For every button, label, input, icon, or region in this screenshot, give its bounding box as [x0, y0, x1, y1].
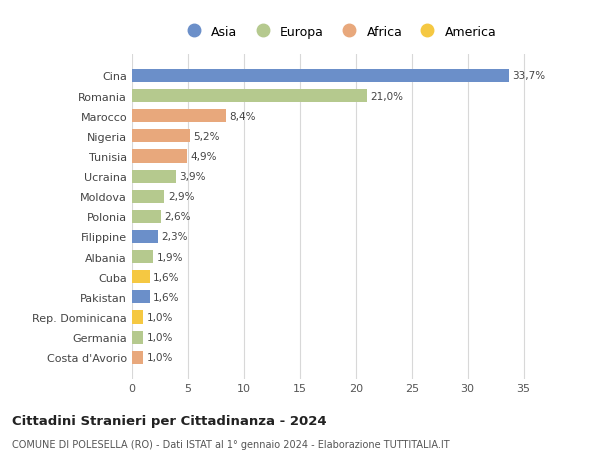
- Bar: [132, 351, 143, 364]
- Bar: [132, 110, 226, 123]
- Text: 21,0%: 21,0%: [370, 91, 403, 101]
- Text: 2,6%: 2,6%: [164, 212, 191, 222]
- Text: COMUNE DI POLESELLA (RO) - Dati ISTAT al 1° gennaio 2024 - Elaborazione TUTTITAL: COMUNE DI POLESELLA (RO) - Dati ISTAT al…: [12, 440, 449, 449]
- Bar: [132, 70, 509, 83]
- Text: 1,0%: 1,0%: [146, 353, 173, 363]
- Text: 1,6%: 1,6%: [153, 272, 180, 282]
- Bar: [132, 210, 161, 224]
- Text: 3,9%: 3,9%: [179, 172, 205, 182]
- Text: 8,4%: 8,4%: [229, 112, 256, 122]
- Text: 1,6%: 1,6%: [153, 292, 180, 302]
- Text: 2,9%: 2,9%: [168, 192, 194, 202]
- Bar: [132, 170, 176, 183]
- Bar: [132, 190, 164, 203]
- Bar: [132, 230, 158, 243]
- Text: 33,7%: 33,7%: [512, 71, 545, 81]
- Bar: [132, 271, 150, 284]
- Bar: [132, 291, 150, 304]
- Text: 1,9%: 1,9%: [157, 252, 183, 262]
- Bar: [132, 130, 190, 143]
- Bar: [132, 150, 187, 163]
- Text: 5,2%: 5,2%: [194, 132, 220, 141]
- Text: 1,0%: 1,0%: [146, 332, 173, 342]
- Bar: [132, 251, 153, 263]
- Text: 1,0%: 1,0%: [146, 312, 173, 322]
- Legend: Asia, Europa, Africa, America: Asia, Europa, Africa, America: [181, 26, 497, 39]
- Bar: [132, 90, 367, 103]
- Text: 4,9%: 4,9%: [190, 151, 217, 162]
- Text: 2,3%: 2,3%: [161, 232, 188, 242]
- Bar: [132, 331, 143, 344]
- Text: Cittadini Stranieri per Cittadinanza - 2024: Cittadini Stranieri per Cittadinanza - 2…: [12, 414, 326, 428]
- Bar: [132, 311, 143, 324]
